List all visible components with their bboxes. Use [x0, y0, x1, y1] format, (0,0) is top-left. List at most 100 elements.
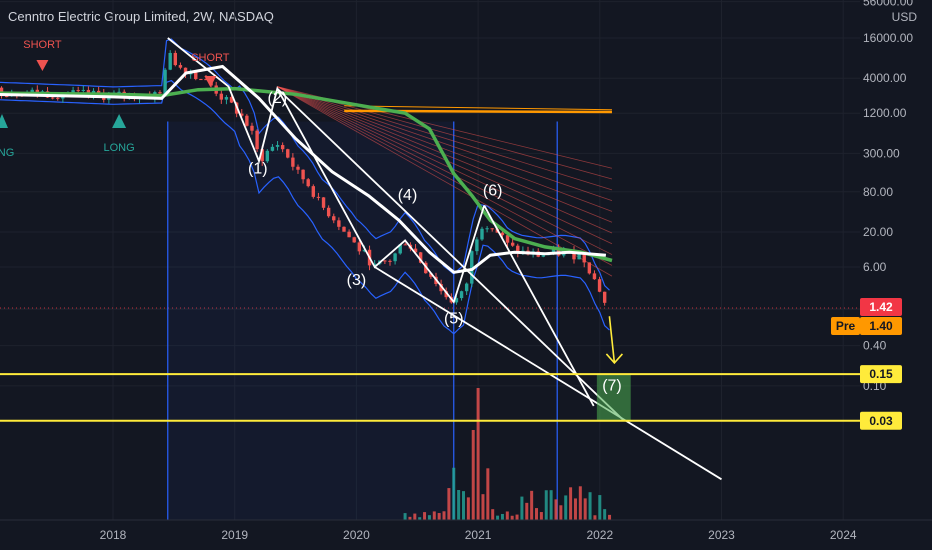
volume-bar	[515, 514, 519, 520]
candle-body	[357, 242, 362, 252]
volume-bar	[510, 515, 514, 520]
band-fill	[167, 121, 454, 520]
candle-body	[219, 93, 224, 100]
volume-bar	[539, 512, 543, 520]
candle-body	[500, 232, 505, 236]
candle-body	[71, 90, 75, 94]
pre-price-badge	[860, 317, 902, 335]
candle-body	[485, 228, 489, 230]
candle-body	[393, 253, 397, 262]
time-tick: 2023	[708, 528, 735, 542]
volume-bar	[554, 499, 558, 520]
time-tick: 2022	[586, 528, 613, 542]
candle-body	[286, 149, 290, 158]
wave-label: (2)	[268, 90, 288, 107]
candle-body	[398, 244, 402, 254]
time-axis[interactable]: 2018 2019 2020 2021 2022 2023 2024	[0, 519, 932, 542]
wave-label: (1)	[248, 161, 268, 178]
candle-body	[250, 125, 254, 131]
volume-bar	[432, 511, 436, 520]
volume-bar	[559, 505, 563, 520]
short-signal-label: SHORT	[191, 52, 230, 64]
volume-bar	[603, 509, 607, 520]
candle-body	[490, 228, 494, 230]
candle-body	[321, 197, 326, 208]
candle-body	[86, 89, 91, 95]
candle-body	[296, 166, 300, 170]
volume-bar	[525, 502, 529, 520]
price-tick: 0.40	[863, 339, 887, 353]
candle-body	[4, 96, 9, 98]
price-tick: 1200.00	[863, 106, 907, 120]
support-badge-value: 0.15	[869, 367, 893, 381]
candle-body	[577, 253, 581, 260]
candle-body	[470, 251, 474, 284]
volume-bar	[544, 490, 548, 520]
candle-body	[173, 52, 178, 66]
candle-body	[332, 216, 336, 221]
price-tick: 56000.00	[863, 0, 913, 9]
time-tick: 2019	[221, 528, 248, 542]
short-signal-arrow	[36, 60, 49, 71]
candle-body	[30, 89, 34, 93]
volume-bar	[593, 515, 597, 520]
wave6-line	[483, 205, 595, 407]
candle-body	[551, 248, 556, 254]
candle-body	[245, 115, 249, 126]
candle-body	[337, 220, 341, 227]
volume-bars	[403, 388, 612, 520]
candle-body	[168, 52, 172, 70]
price-tick: 300.00	[863, 146, 900, 160]
currency-label: USD	[892, 10, 918, 24]
candle-body	[347, 231, 351, 238]
candle-body	[81, 89, 86, 91]
chart-title: Cenntro Electric Group Limited, 2W, NASD…	[8, 9, 274, 24]
candle-body	[464, 283, 469, 292]
volume-bar	[608, 514, 612, 520]
fan-line	[277, 86, 613, 245]
volume-bar	[573, 498, 577, 520]
price-tick: 6.00	[863, 260, 887, 274]
candle-body	[183, 67, 188, 75]
candle-body	[265, 150, 270, 162]
candle-body	[50, 97, 55, 99]
pre-badge	[831, 317, 860, 335]
support-badge	[860, 365, 902, 384]
short-signal-label: SHORT	[23, 39, 62, 51]
time-tick: 2020	[343, 528, 370, 542]
long-signal-arrow	[112, 114, 127, 128]
candle-body	[510, 242, 515, 246]
candle-body	[342, 226, 346, 232]
candle-body	[505, 235, 510, 243]
candle-body	[413, 248, 418, 253]
volume-bar	[578, 486, 582, 520]
candle-body	[454, 298, 459, 303]
fan-line	[277, 86, 613, 202]
arrow-shaft	[608, 316, 616, 364]
candles	[0, 50, 607, 306]
short-signal-arrow	[204, 76, 217, 87]
price-tick: 4000.00	[863, 71, 907, 85]
volume-bar	[583, 498, 587, 520]
volume-bar	[496, 515, 500, 520]
candle-body	[383, 260, 387, 262]
candle-body	[56, 97, 60, 99]
volume-bar	[408, 516, 412, 520]
price-tick: 16000.00	[863, 31, 913, 45]
last-price-badge	[860, 298, 902, 316]
candle-body	[587, 262, 592, 274]
volume-bar	[466, 497, 470, 520]
volume-bar	[447, 488, 451, 520]
volume-bar	[520, 496, 524, 520]
candle-body	[306, 179, 310, 187]
fan-line	[277, 86, 613, 266]
candle-body	[572, 249, 576, 260]
price-tick: 20.00	[863, 225, 893, 239]
arrow-head	[605, 353, 624, 365]
volume-bar	[569, 487, 573, 520]
lower-band	[0, 79, 610, 335]
candle-body	[301, 169, 305, 180]
price-axis[interactable]: 56000.00 16000.00 4000.00 1200.00 300.00 80.0…	[831, 0, 917, 430]
candle-body	[352, 237, 356, 243]
